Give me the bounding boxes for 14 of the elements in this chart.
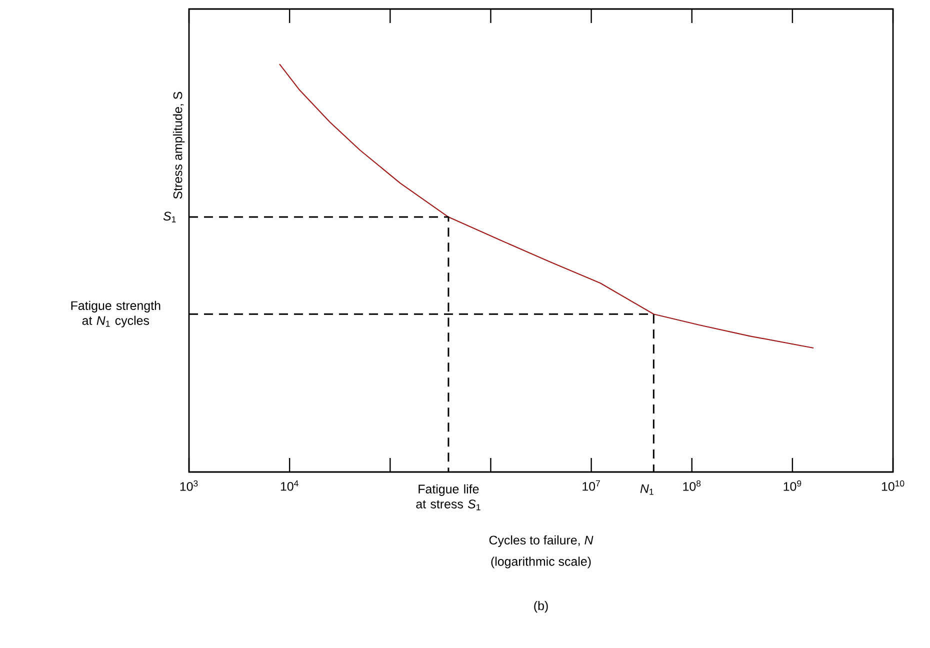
x-tick-label: 10$^{10}$ [882, 480, 904, 491]
text: (logarithmic scale) [491, 556, 591, 568]
x-tick-label: 10$^{8}$ [683, 480, 701, 491]
x-tick-label: 10$^{9}$ [784, 480, 802, 491]
x-tick-label: 10$^{4}$ [280, 480, 298, 491]
text: S$_{1}$ [163, 212, 176, 222]
x-tick-label: 10$^{3}$ [180, 480, 198, 491]
x-tick-label: 10$^{7}$ [582, 480, 600, 491]
text: (b) [534, 601, 548, 613]
y-axis-title: Stress amplitude, S [173, 92, 185, 199]
text: Fatigue strength at N$_{1}$ cycles [71, 300, 160, 328]
text: Fatigue life at stress S$_{1}$ [416, 484, 480, 510]
text: N$_{1}$ [640, 484, 654, 495]
x-axis-title: Cycles to failure, N [489, 535, 594, 547]
